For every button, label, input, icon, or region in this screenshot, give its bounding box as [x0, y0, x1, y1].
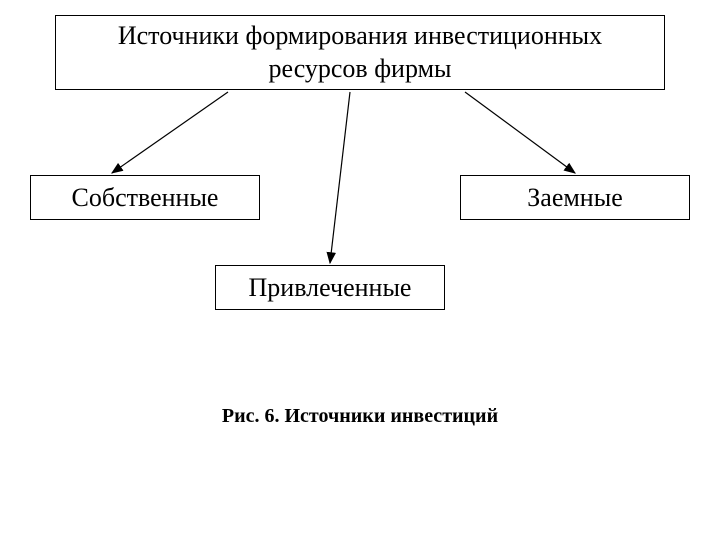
figure-caption: Рис. 6. Источники инвестиций [0, 405, 720, 428]
child-node-right-label: Заемные [527, 183, 622, 213]
root-node: Источники формирования инвестиционных ре… [55, 15, 665, 90]
child-node-middle: Привлеченные [215, 265, 445, 310]
child-node-left: Собственные [30, 175, 260, 220]
root-node-label: Источники формирования инвестиционных ре… [76, 20, 644, 85]
child-node-middle-label: Привлеченные [249, 273, 412, 303]
child-node-left-label: Собственные [72, 183, 219, 213]
figure-caption-text: Рис. 6. Источники инвестиций [222, 405, 498, 427]
child-node-right: Заемные [460, 175, 690, 220]
edge-right [465, 92, 575, 173]
edge-left [112, 92, 228, 173]
edge-middle [330, 92, 350, 263]
